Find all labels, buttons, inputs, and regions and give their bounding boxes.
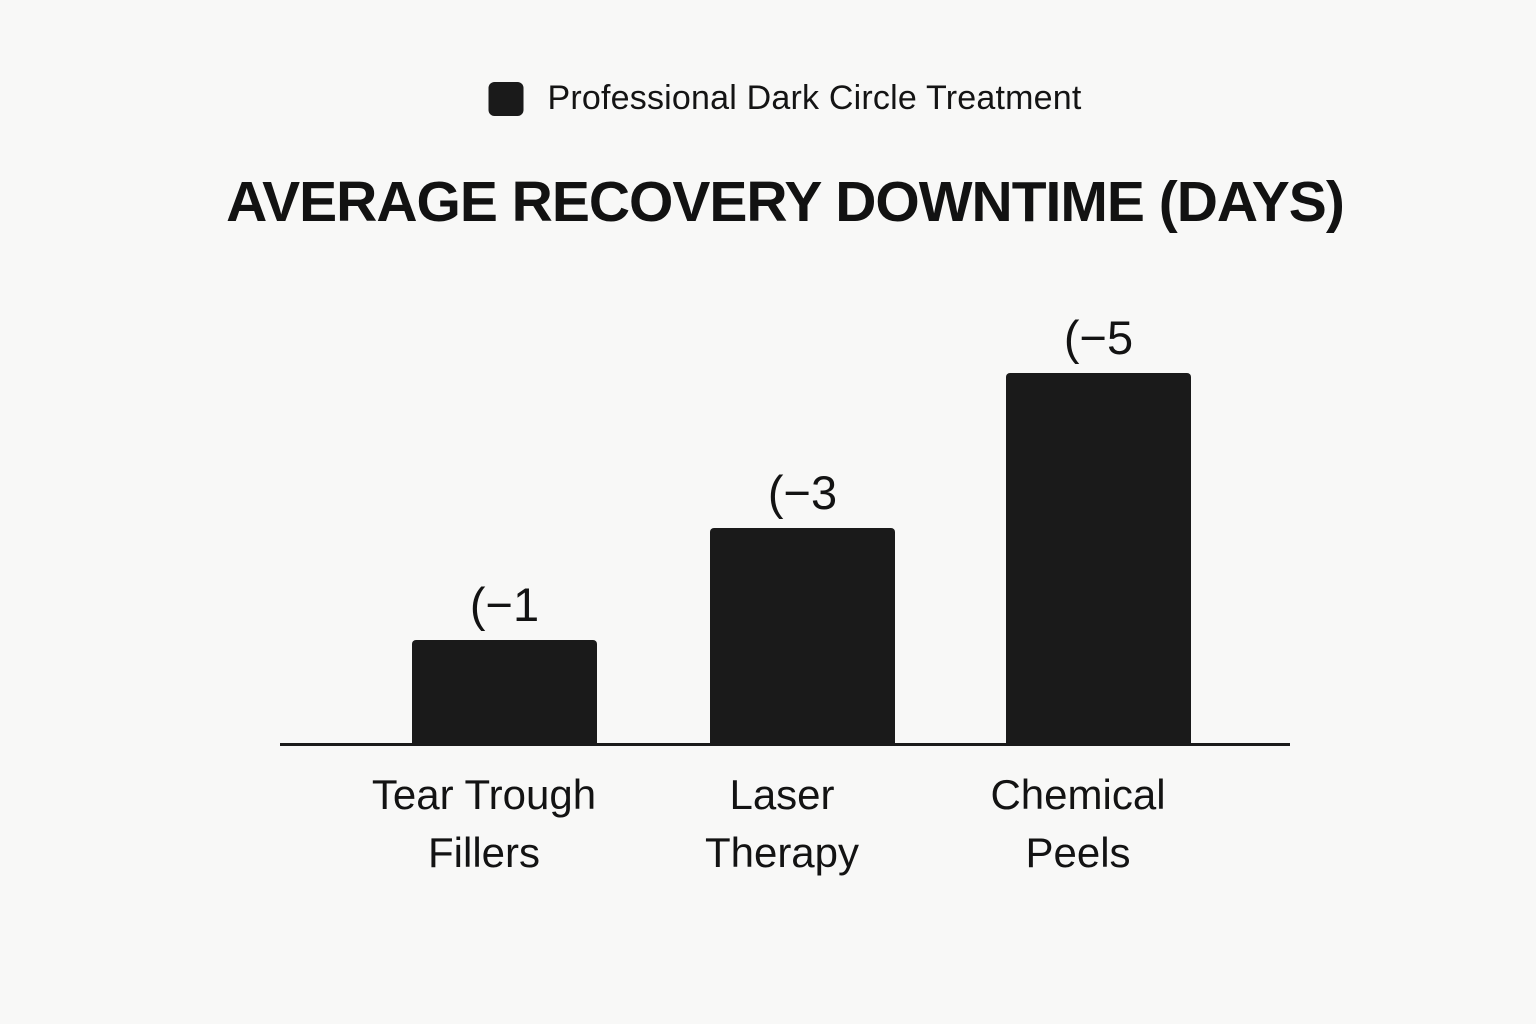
bar-value-label: (−3 (767, 466, 838, 519)
x-tick-line: Tear Trough (371, 771, 597, 818)
x-axis-line (280, 743, 1290, 746)
x-tick-line: Laser (729, 771, 835, 818)
x-tick-line: Fillers (428, 829, 540, 876)
legend-swatch-icon (488, 81, 524, 116)
chart-title: AVERAGE RECOVERY DOWNTIME (DAYS) (226, 170, 1345, 234)
legend: Professional Dark Circle Treatment (488, 79, 1082, 118)
x-tick-line: Peels (1025, 829, 1131, 876)
x-tick-label-laser-therapy: Laser Therapy (632, 766, 932, 882)
x-tick-line: Therapy (704, 829, 860, 876)
bar-tear-trough-fillers (412, 640, 597, 744)
bar-group-tear-trough-fillers: (−1 (412, 0, 597, 744)
bar-group-chemical-peels: (−5 (1006, 0, 1191, 744)
bar-value-label: (−1 (469, 578, 540, 631)
legend-label: Professional Dark Circle Treatment (547, 79, 1082, 117)
chart-content: Professional Dark Circle Treatment AVERA… (226, 0, 1345, 1024)
bar-value-label: (−5 (1063, 311, 1134, 364)
x-tick-label-tear-trough-fillers: Tear Trough Fillers (334, 766, 634, 882)
plot-area: (−1 (−3 (−5 Tear Trough Fillers Laser Th… (280, 0, 1290, 1024)
bar-laser-therapy (710, 528, 895, 744)
bar-group-laser-therapy: (−3 (710, 0, 895, 744)
bar-chemical-peels (1006, 373, 1191, 744)
x-tick-line: Chemical (990, 771, 1166, 818)
x-tick-label-chemical-peels: Chemical Peels (928, 766, 1228, 882)
